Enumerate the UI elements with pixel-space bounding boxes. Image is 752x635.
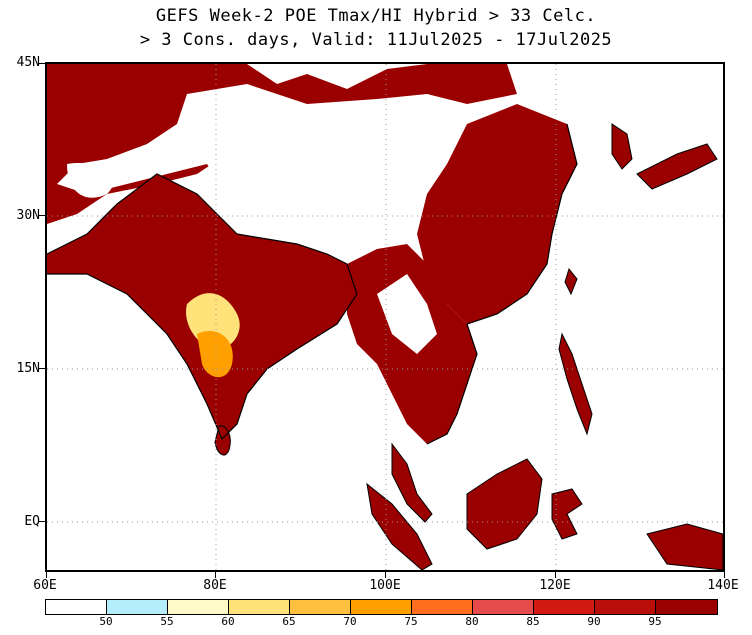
lat-tick [39,63,46,64]
land-japan [636,143,718,190]
lat-label-45n: 45N [16,55,40,70]
colorbar-swatch [473,600,534,614]
land-taiwan [564,267,578,296]
lon-label-60e: 60E [33,578,57,593]
lon-label-100e: 100E [369,578,401,593]
coastline-asia [47,173,358,441]
land-new-guinea [646,523,723,570]
lat-label-eq: EQ [24,514,40,529]
land-borneo [466,458,543,550]
se-asia-white [377,274,437,354]
colorbar-tick-label: 70 [343,615,357,628]
land-sumatra [366,482,433,570]
colorbar-swatch [534,600,595,614]
lon-label-120e: 120E [539,578,571,593]
land-sulawesi [551,488,583,540]
colorbar-swatch [46,600,107,614]
lat-label-15n: 15N [16,361,40,376]
lat-tick [39,368,46,369]
map-canvas [47,64,723,570]
lat-tick [39,215,46,216]
colorbar-swatch [412,600,473,614]
lon-tick [215,571,216,578]
colorbar-tick-label: 95 [648,615,662,628]
land-philippines [558,332,593,436]
colorbar-swatch [290,600,351,614]
colorbar-swatch [595,600,656,614]
map-title-line2: > 3 Cons. days, Valid: 11Jul2025 - 17Jul… [139,30,613,50]
colorbar-tick-label: 90 [587,615,601,628]
land-malay [391,442,433,523]
colorbar-swatch [656,600,717,614]
lon-tick [724,571,725,578]
colorbar-tick-label: 85 [526,615,540,628]
colorbar-tick-label: 55 [160,615,174,628]
colorbar-swatch [168,600,229,614]
land-srilanka [214,425,231,456]
lon-tick [46,571,47,578]
plateau-white [57,84,457,229]
colorbar-swatch [107,600,168,614]
india-patch [197,330,233,378]
colorbar-tick-label: 60 [221,615,235,628]
land-central-asia [47,64,517,224]
coastline-indochina [426,323,478,445]
colorbar-tick-label: 50 [99,615,113,628]
lon-label-80e: 80E [203,578,227,593]
colorbar-tick-label: 65 [282,615,296,628]
land-china [417,104,577,324]
lat-label-30n: 30N [16,208,40,223]
colorbar-swatch [351,600,412,614]
colorbar-tick-label: 75 [404,615,418,628]
lat-tick [39,521,46,522]
coastline-china [466,123,578,325]
lon-label-140e: 140E [707,578,739,593]
india-patch [67,163,114,198]
probability-map [45,62,725,572]
land-korea [611,123,633,170]
colorbar [45,599,718,615]
lon-tick [555,571,556,578]
lon-tick [385,571,386,578]
colorbar-tick-label: 80 [465,615,479,628]
colorbar-swatch [229,600,290,614]
map-title-line1: GEFS Week-2 POE Tmax/HI Hybrid > 33 Celc… [155,6,597,26]
